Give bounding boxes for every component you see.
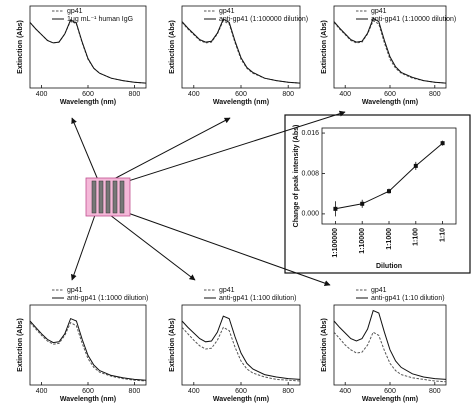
legend-label: 1μg mL⁻¹ human IgG (67, 16, 133, 23)
legend-label: gp41 (371, 8, 387, 15)
spectrum-line (181, 315, 301, 380)
x-tick-label: 800 (129, 91, 141, 98)
x-tick-label: 1:10000 (359, 228, 366, 254)
spectrum-line (333, 17, 447, 84)
x-tick-label: 600 (384, 388, 396, 395)
spectrum-line (333, 20, 447, 84)
x-axis-label: Dilution (376, 263, 402, 270)
x-tick-label: 400 (339, 91, 351, 98)
y-axis-label: Extinction (Abs) (169, 318, 176, 372)
x-axis-label: Wavelength (nm) (213, 99, 269, 106)
spectrum-line (181, 20, 301, 84)
x-tick-label: 600 (82, 91, 94, 98)
x-tick-label: 600 (235, 388, 247, 395)
x-tick-label: 600 (82, 388, 94, 395)
x-tick-label: 400 (339, 388, 351, 395)
data-point (387, 189, 391, 194)
trend-line (335, 142, 443, 210)
x-tick-label: 400 (188, 91, 200, 98)
legend-label: anti-gp41 (1:100000 dilution) (219, 16, 308, 23)
spectrum-line (333, 331, 447, 383)
data-point (333, 206, 338, 211)
legend-label: anti-gp41 (1:10 dilution) (371, 295, 445, 302)
data-point (440, 141, 445, 146)
y-axis-label: Extinction (Abs) (321, 318, 328, 372)
x-tick-label: 600 (235, 91, 247, 98)
spectrum-line (29, 317, 147, 381)
legend-label: anti-gp41 (1:100 dilution) (219, 295, 296, 302)
x-axis-label: Wavelength (nm) (60, 99, 116, 106)
x-tick-label: 800 (282, 388, 294, 395)
legend-label: gp41 (371, 287, 387, 294)
legend-label: gp41 (219, 287, 235, 294)
x-axis-label: Wavelength (nm) (362, 99, 418, 106)
plot-frame (333, 304, 447, 386)
spectrum-line (29, 19, 147, 84)
spectrum-line (29, 321, 147, 382)
x-tick-label: 1:10 (439, 228, 446, 242)
data-point (360, 201, 365, 206)
x-tick-label: 400 (36, 91, 48, 98)
spectrum-line (29, 20, 147, 84)
legend-label: gp41 (67, 8, 83, 15)
legend-label: gp41 (67, 287, 83, 294)
x-tick-label: 800 (429, 388, 441, 395)
spectrum-line (181, 326, 301, 382)
x-tick-label: 1:100000 (332, 228, 339, 258)
y-axis-label: Extinction (Abs) (17, 318, 24, 372)
y-tick-label: 0.016 (301, 130, 319, 137)
y-axis-label: Change of peak intensity (Abs) (293, 125, 300, 228)
y-axis-label: Extinction (Abs) (17, 20, 24, 74)
data-point (413, 163, 418, 168)
x-tick-label: 600 (384, 91, 396, 98)
legend-label: anti-gp41 (1:1000 dilution) (67, 295, 148, 302)
x-axis-label: Wavelength (nm) (60, 396, 116, 403)
spectrum-line (181, 18, 301, 84)
spectrum-line (333, 309, 447, 380)
plot-frame (181, 304, 301, 386)
plot-frame (29, 304, 147, 386)
legend-label: anti-gp41 (1:10000 dilution) (371, 16, 456, 23)
x-tick-label: 1:1000 (386, 228, 393, 250)
y-axis-label: Extinction (Abs) (169, 20, 176, 74)
chip-electrodes (91, 180, 125, 214)
legend-label: gp41 (219, 8, 235, 15)
x-tick-label: 800 (429, 91, 441, 98)
y-axis-label: Extinction (Abs) (321, 20, 328, 74)
inset-frame (284, 114, 471, 274)
x-tick-label: 400 (188, 388, 200, 395)
x-tick-label: 400 (36, 388, 48, 395)
x-tick-label: 1:100 (413, 228, 420, 246)
x-tick-label: 800 (282, 91, 294, 98)
y-tick-label: 0.000 (301, 211, 319, 218)
x-axis-label: Wavelength (nm) (362, 396, 418, 403)
x-tick-label: 800 (129, 388, 141, 395)
plot-frame (321, 127, 457, 225)
y-tick-label: 0.008 (301, 170, 319, 177)
x-axis-label: Wavelength (nm) (213, 396, 269, 403)
